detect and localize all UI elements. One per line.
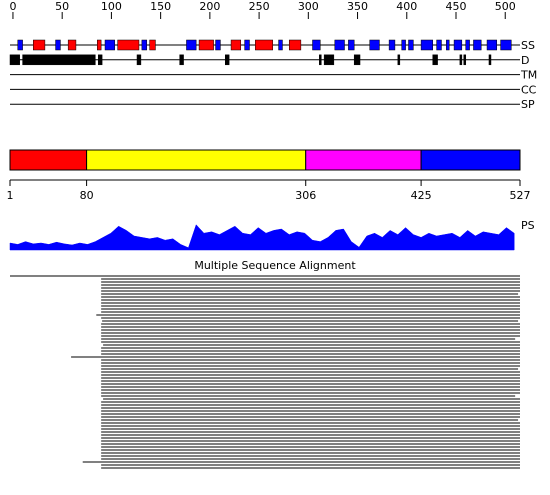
domain-label: 425 — [411, 189, 432, 202]
track-segment — [334, 39, 345, 51]
track-label: CC — [521, 83, 537, 96]
track-segment — [55, 39, 61, 51]
track-segment — [369, 39, 380, 51]
track-segment — [323, 54, 335, 66]
track-segment — [97, 39, 102, 51]
domain-label: 306 — [295, 189, 316, 202]
track-segment — [488, 54, 492, 66]
track-segment — [486, 39, 497, 51]
track-segment — [104, 39, 115, 51]
ps-area — [9, 224, 515, 251]
ruler-label: 0 — [9, 0, 16, 13]
track-segment — [33, 39, 46, 51]
track-segment — [97, 54, 103, 66]
ruler-label: 500 — [495, 0, 516, 13]
track-label: TM — [520, 69, 537, 82]
track-label: SP — [521, 98, 535, 111]
domain-label: 80 — [80, 189, 94, 202]
track-segment — [312, 39, 321, 51]
track-segment — [198, 39, 214, 51]
track-segment — [278, 39, 283, 51]
track-segment — [408, 39, 414, 51]
ruler-label: 200 — [199, 0, 220, 13]
ruler-label: 450 — [446, 0, 467, 13]
track-segment — [179, 54, 184, 66]
track-segment — [244, 39, 250, 51]
track-segment — [319, 54, 322, 66]
track-segment — [141, 39, 147, 51]
track-segment — [230, 39, 242, 51]
track-segment — [401, 39, 406, 51]
domain — [9, 149, 88, 171]
track-segment — [436, 39, 442, 51]
track-segment — [397, 54, 401, 66]
track-label: SS — [521, 39, 535, 52]
track-segment — [67, 39, 77, 51]
track-segment — [453, 39, 463, 51]
track-segment — [224, 54, 230, 66]
track-segment — [432, 54, 438, 66]
track-segment — [9, 54, 20, 66]
msa-title: Multiple Sequence Alignment — [194, 259, 356, 272]
domain-label: 1 — [7, 189, 14, 202]
track-segment — [149, 39, 156, 51]
domain — [86, 149, 307, 171]
domain — [420, 149, 521, 171]
ruler-label: 350 — [347, 0, 368, 13]
track-segment — [353, 54, 361, 66]
ruler-label: 50 — [55, 0, 69, 13]
ruler-label: 250 — [249, 0, 270, 13]
track-segment — [388, 39, 396, 51]
track-segment — [288, 39, 302, 51]
ruler-label: 400 — [396, 0, 417, 13]
ps-label: PS — [521, 219, 535, 232]
track-segment — [463, 54, 467, 66]
track-segment — [446, 39, 450, 51]
track-segment — [186, 39, 197, 51]
track-segment — [459, 54, 463, 66]
track-segment — [465, 39, 470, 51]
domain — [305, 149, 422, 171]
track-segment — [500, 39, 512, 51]
track-segment — [22, 54, 96, 66]
track-segment — [215, 39, 221, 51]
ruler-label: 150 — [150, 0, 171, 13]
track-segment — [117, 39, 140, 51]
track-segment — [255, 39, 274, 51]
domain-label: 527 — [510, 189, 531, 202]
track-segment — [17, 39, 23, 51]
track-segment — [348, 39, 355, 51]
track-segment — [420, 39, 433, 51]
track-segment — [473, 39, 482, 51]
track-label: D — [521, 54, 529, 67]
track-segment — [136, 54, 142, 66]
ruler-label: 100 — [101, 0, 122, 13]
ruler-label: 300 — [298, 0, 319, 13]
